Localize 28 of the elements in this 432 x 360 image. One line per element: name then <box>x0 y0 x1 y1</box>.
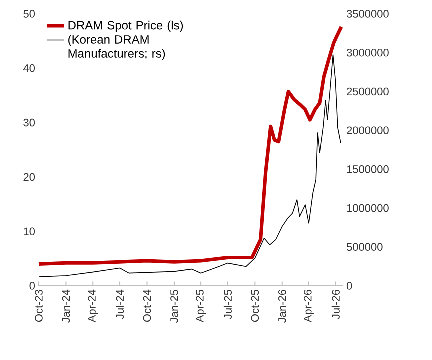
x-tick-label: Apr-26 <box>304 290 314 323</box>
y2-tick-label: 3000000 <box>346 48 389 57</box>
x-tick-label: Apr-24 <box>88 290 98 323</box>
x-tick-label: Jul-24 <box>116 290 124 320</box>
x-tick-label: Jul-25 <box>224 290 232 320</box>
x-tick-label: Jan-25 <box>170 290 178 323</box>
legend-label: (Korean DRAM Manufacturers; rs) <box>68 35 166 60</box>
legend-label: DRAM Spot Price (ls) <box>68 20 184 32</box>
y-tick-label: 20 <box>24 173 36 182</box>
x-tick-label: Jan-24 <box>62 290 70 323</box>
x-tick-label: Oct-23 <box>35 290 43 322</box>
y2-tick-label: 2000000 <box>347 126 389 134</box>
x-tick-label: Jul-26 <box>332 290 340 320</box>
y2-tick-label: 1000000 <box>347 204 389 212</box>
y2-tick-label: 0 <box>346 282 352 290</box>
y2-tick-label: 3500000 <box>346 10 389 18</box>
y-tick-label: 0 <box>30 282 36 290</box>
y2-tick-label: 500000 <box>346 243 383 252</box>
y-tick-label: 30 <box>24 118 36 127</box>
x-tick-label: Oct-24 <box>143 290 152 322</box>
x-tick-label: Oct-25 <box>251 290 260 322</box>
y-tick-label: 40 <box>23 64 36 72</box>
y2-tick-label: 2500000 <box>347 88 389 96</box>
y2-tick-label: 1500000 <box>347 166 389 174</box>
y-tick-label: 50 <box>24 10 36 18</box>
x-tick-label: Apr-25 <box>196 290 206 323</box>
x-tick-label: Jan-26 <box>278 290 286 323</box>
y-tick-label: 10 <box>24 228 36 236</box>
